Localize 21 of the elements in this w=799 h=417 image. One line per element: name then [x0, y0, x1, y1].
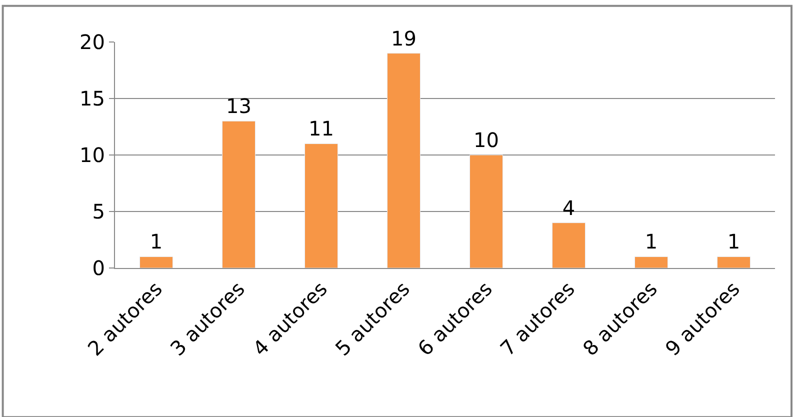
data-label: 13: [226, 94, 252, 118]
data-label: 1: [150, 230, 163, 254]
bar: [222, 120, 256, 268]
data-label: 10: [474, 128, 499, 152]
bar: [140, 256, 173, 268]
y-tick-label: 5: [92, 200, 105, 224]
data-label: 1: [727, 230, 740, 254]
data-label: 19: [391, 26, 416, 50]
bar: [387, 53, 420, 268]
data-label: 1: [644, 230, 658, 254]
bar: [717, 256, 750, 268]
bar: [634, 256, 668, 268]
y-tick-label: 0: [92, 256, 105, 280]
data-label: 4: [562, 196, 576, 220]
y-tick-label: 15: [80, 86, 105, 110]
bar: [552, 222, 586, 268]
data-label: 11: [308, 116, 334, 141]
y-tick-label: 10: [80, 143, 105, 167]
y-tick-label: 20: [80, 30, 105, 54]
bar: [470, 154, 503, 268]
bar: [304, 143, 338, 268]
